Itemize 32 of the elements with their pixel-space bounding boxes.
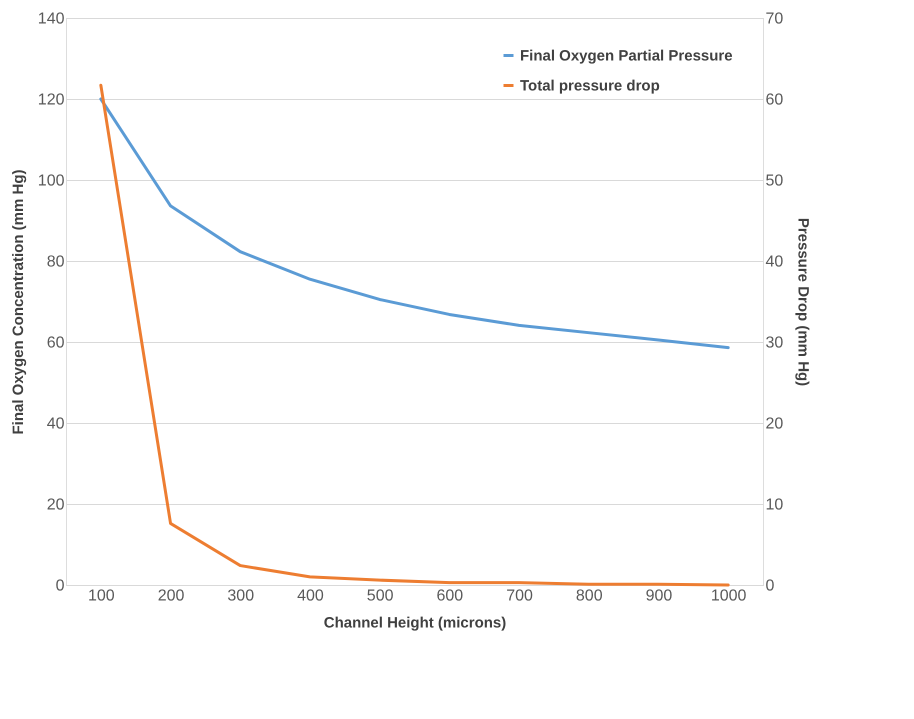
x-tick-label: 800 <box>576 588 603 604</box>
x-tick-label: 1000 <box>710 588 747 604</box>
y-tick-label: 60 <box>46 334 65 352</box>
y2-tick-label: 20 <box>766 416 784 432</box>
y-tick-label: 140 <box>38 10 65 28</box>
y2-tick-label: 0 <box>766 578 774 594</box>
y2-tick-label: 50 <box>766 172 784 190</box>
x-tick-label: 500 <box>366 588 394 604</box>
y2-tick-label: 40 <box>766 254 784 270</box>
x-tick-label: 200 <box>158 588 184 604</box>
x-tick-label: 600 <box>436 588 464 604</box>
y-axis-title: Final Oxygen Concentration (mm Hg) <box>10 169 27 435</box>
y-tick-label: 40 <box>46 416 65 432</box>
y-tick-label: 0 <box>56 578 65 594</box>
line-series <box>99 98 730 350</box>
x-axis-title: Channel Height (microns) <box>324 614 506 632</box>
x-tick-label: 900 <box>646 588 672 604</box>
y2-tick-label: 10 <box>766 496 784 514</box>
y2-tick-label: 60 <box>766 92 784 108</box>
y-tick-label: 120 <box>38 92 65 108</box>
x-tick-label: 100 <box>88 588 115 604</box>
x-tick-label: 300 <box>227 588 254 604</box>
y2-tick-label: 30 <box>766 334 784 352</box>
legend-label: Total pressure drop <box>520 78 660 94</box>
y2-tick-label: 70 <box>766 10 784 28</box>
y-tick-label: 80 <box>46 254 65 270</box>
y-tick-label: 20 <box>46 496 65 514</box>
x-tick-label: 400 <box>297 588 324 604</box>
y-tick-label: 100 <box>38 172 65 190</box>
x-tick-label: 700 <box>506 588 533 604</box>
y2-axis-title: Pressure Drop (mm Hg) <box>794 218 812 386</box>
legend-label: Final Oxygen Partial Pressure <box>520 48 733 64</box>
